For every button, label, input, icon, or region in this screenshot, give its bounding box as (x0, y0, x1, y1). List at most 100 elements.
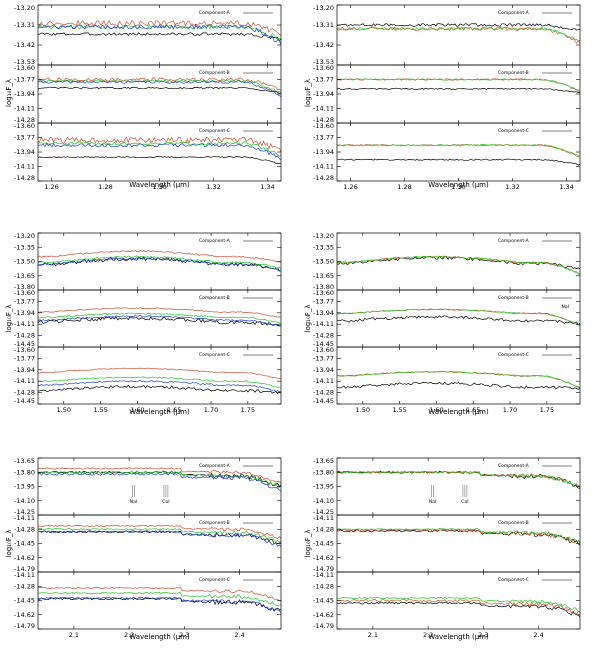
y-tick-label: -14.45 (14, 597, 35, 605)
series-line (337, 470, 580, 489)
x-tick-label: 2.3 (179, 631, 189, 639)
y-tick-label: -14.28 (313, 525, 334, 533)
panel-label: Component-A (199, 463, 231, 469)
y-tick-label: -14.45 (313, 540, 334, 548)
series-line (38, 467, 281, 484)
y-tick-label: -13.77 (313, 354, 334, 362)
panel-frame (336, 289, 581, 348)
panel-label: Component-B (199, 70, 230, 76)
y-tick-label: -13.94 (14, 90, 35, 98)
series-line (38, 380, 281, 392)
panel-component-b: -14.11 -14.28 -14.45 -14.62 -14.79 Component-… (14, 514, 282, 573)
y-axis-label: log₁₀F_λ (304, 79, 312, 107)
panel-component-b: -13.60-13.77 -13.94 -14.11 -14.28-14.45 Comp… (313, 289, 581, 348)
panel-component-c: -13.60 -13.77 -13.94 -14.11 -14.28 Component-… (14, 122, 282, 182)
x-axis-label: Wavelength (µm) (428, 408, 489, 416)
y-tick-label: -14.25 (14, 508, 35, 516)
series-line (38, 86, 281, 94)
y-tick-label: -13.65 (14, 272, 35, 280)
y-tick-label: -13.60 (313, 64, 334, 72)
x-tick-label: 2.4 (234, 631, 244, 639)
y-tick-label: -14.45 (14, 540, 35, 548)
panel-component-c: -13.60-13.77 -13.94 -14.11 -14.28-14.45 Comp… (313, 346, 581, 405)
x-tick-label: 1.60 (429, 406, 443, 414)
y-axis-label: log₁₀F_λ (5, 79, 13, 107)
y-tick-label: -13.94 (14, 309, 35, 317)
y-tick-label: -13.42 (14, 41, 35, 49)
panel-label: Component-A (498, 238, 530, 244)
x-tick-label: 1.34 (260, 183, 274, 191)
y-tick-label: -13.42 (313, 41, 334, 49)
x-axis-label: Wavelength (µm) (428, 633, 489, 641)
series-line (38, 80, 281, 98)
y-tick-label: -13.65 (313, 457, 334, 465)
series-line (337, 471, 580, 488)
y-axis-label: log₁₀F_λ (5, 305, 13, 333)
chart-J-left: -13.20 -13.31 -13.42 -13.53 Component-A -13.6… (5, 4, 282, 191)
series-line (337, 23, 580, 31)
x-tick-label: 2.1 (368, 631, 378, 639)
y-tick-label: -14.11 (14, 163, 35, 171)
x-tick-label: 1.28 (98, 183, 112, 191)
x-axis-label: Wavelength (µm) (129, 408, 190, 416)
y-tick-label: -13.77 (14, 76, 35, 84)
na-h-label: NaI (562, 304, 569, 310)
y-tick-label: -13.94 (313, 148, 334, 156)
y-tick-label: -13.80 (14, 283, 35, 291)
y-tick-label: -13.53 (313, 58, 334, 66)
y-tick-label: -14.79 (313, 622, 334, 630)
co-label: CoI (461, 499, 468, 505)
chart-K-left: -13.65 -13.80 -13.95 -14.10 -14.25 Component-… (5, 457, 282, 641)
y-tick-label: -14.28 (313, 332, 334, 340)
series-line (38, 23, 281, 46)
y-tick-label: -14.28 (14, 116, 35, 124)
y-tick-label: -13.65 (313, 272, 334, 280)
series-line (38, 23, 281, 41)
series-line (38, 596, 281, 614)
panel-component-a: -13.20 -13.35 -13.50 -13.65 -13.80 Component-… (14, 232, 282, 291)
panel-frame (336, 232, 581, 291)
x-tick-label: 2.4 (533, 631, 543, 639)
y-tick-label: -14.10 (313, 497, 334, 505)
x-tick-label: 1.30 (451, 183, 465, 191)
series-line (38, 316, 281, 327)
y-tick-label: -13.77 (14, 297, 35, 305)
series-line (38, 19, 281, 37)
series-line (337, 528, 580, 544)
panel-label: Component-B (498, 295, 529, 301)
y-tick-label: -13.20 (313, 232, 334, 240)
panel-label: Component-C (199, 128, 230, 134)
panel-frame (37, 346, 282, 405)
x-tick-label: 1.75 (241, 406, 255, 414)
panel-label: Component-B (199, 295, 230, 301)
y-tick-label: -14.62 (313, 554, 334, 562)
panel-label: Component-A (199, 10, 231, 16)
y-tick-label: -14.62 (313, 611, 334, 619)
y-tick-label: -13.53 (14, 58, 35, 66)
series-line (337, 78, 580, 91)
y-tick-label: -14.11 (14, 320, 35, 328)
y-tick-label: -13.60 (14, 346, 35, 354)
series-line (38, 77, 281, 92)
series-line (337, 370, 580, 389)
y-tick-label: -13.94 (313, 90, 334, 98)
series-line (337, 255, 580, 275)
x-axis-label: Wavelength (µm) (129, 633, 190, 641)
series-line (38, 527, 281, 543)
series-line (38, 142, 281, 161)
y-tick-label: -14.11 (313, 514, 334, 522)
series-line (38, 307, 281, 318)
panel-component-c: -14.11 -14.28 -14.45 -14.62 -14.79 Component-… (313, 571, 581, 630)
series-line (38, 367, 281, 380)
y-tick-label: -14.45 (313, 397, 334, 405)
panel-component-b: -13.60 -13.77 -13.94 -14.11 -14.28 Component-… (14, 64, 282, 124)
series-line (337, 598, 580, 615)
series-line (38, 470, 281, 489)
x-tick-label: 1.32 (505, 183, 519, 191)
y-tick-label: -14.11 (14, 377, 35, 385)
panel-label: Component-C (498, 352, 529, 358)
y-tick-label: -14.28 (313, 389, 334, 397)
x-tick-label: 1.70 (503, 406, 517, 414)
panel-label: Component-C (199, 352, 230, 358)
